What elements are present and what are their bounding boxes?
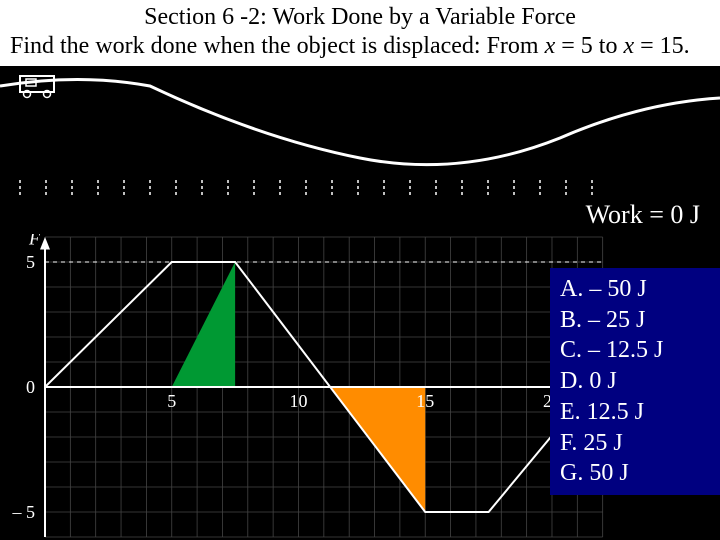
page-title: Section 6 -2: Work Done by a Variable Fo…: [0, 0, 720, 33]
answer-c[interactable]: C. – 12.5 J: [560, 335, 710, 366]
prompt-text: Find the work done when the object is di…: [0, 33, 720, 66]
answer-b[interactable]: B. – 25 J: [560, 305, 710, 336]
prompt-pre: Find the work done when the object is di…: [10, 33, 545, 59]
svg-text:10: 10: [289, 391, 307, 411]
answer-a[interactable]: A. – 50 J: [560, 274, 710, 305]
answer-g[interactable]: G. 50 J: [560, 458, 710, 489]
svg-text:0: 0: [26, 377, 35, 397]
position-ticks: [20, 180, 592, 198]
answer-f[interactable]: F. 25 J: [560, 428, 710, 459]
surface-curve: [0, 80, 720, 165]
answer-e[interactable]: E. 12.5 J: [560, 397, 710, 428]
var-x2: x: [623, 33, 634, 59]
svg-text:15: 15: [416, 391, 434, 411]
var-x1: x: [545, 33, 556, 59]
work-result: Work = 0 J: [586, 200, 700, 230]
chart-axes: [40, 237, 590, 537]
svg-text:5: 5: [167, 391, 176, 411]
svg-text:– 5: – 5: [12, 502, 36, 522]
eq2: = 15.: [634, 33, 690, 59]
y-axis-label: F: [28, 234, 41, 249]
answer-d[interactable]: D. 0 J: [560, 366, 710, 397]
svg-text:5: 5: [26, 252, 35, 272]
answer-panel: A. – 50 J B. – 25 J C. – 12.5 J D. 0 J E…: [550, 268, 720, 495]
eq1: = 5 to: [555, 33, 623, 59]
